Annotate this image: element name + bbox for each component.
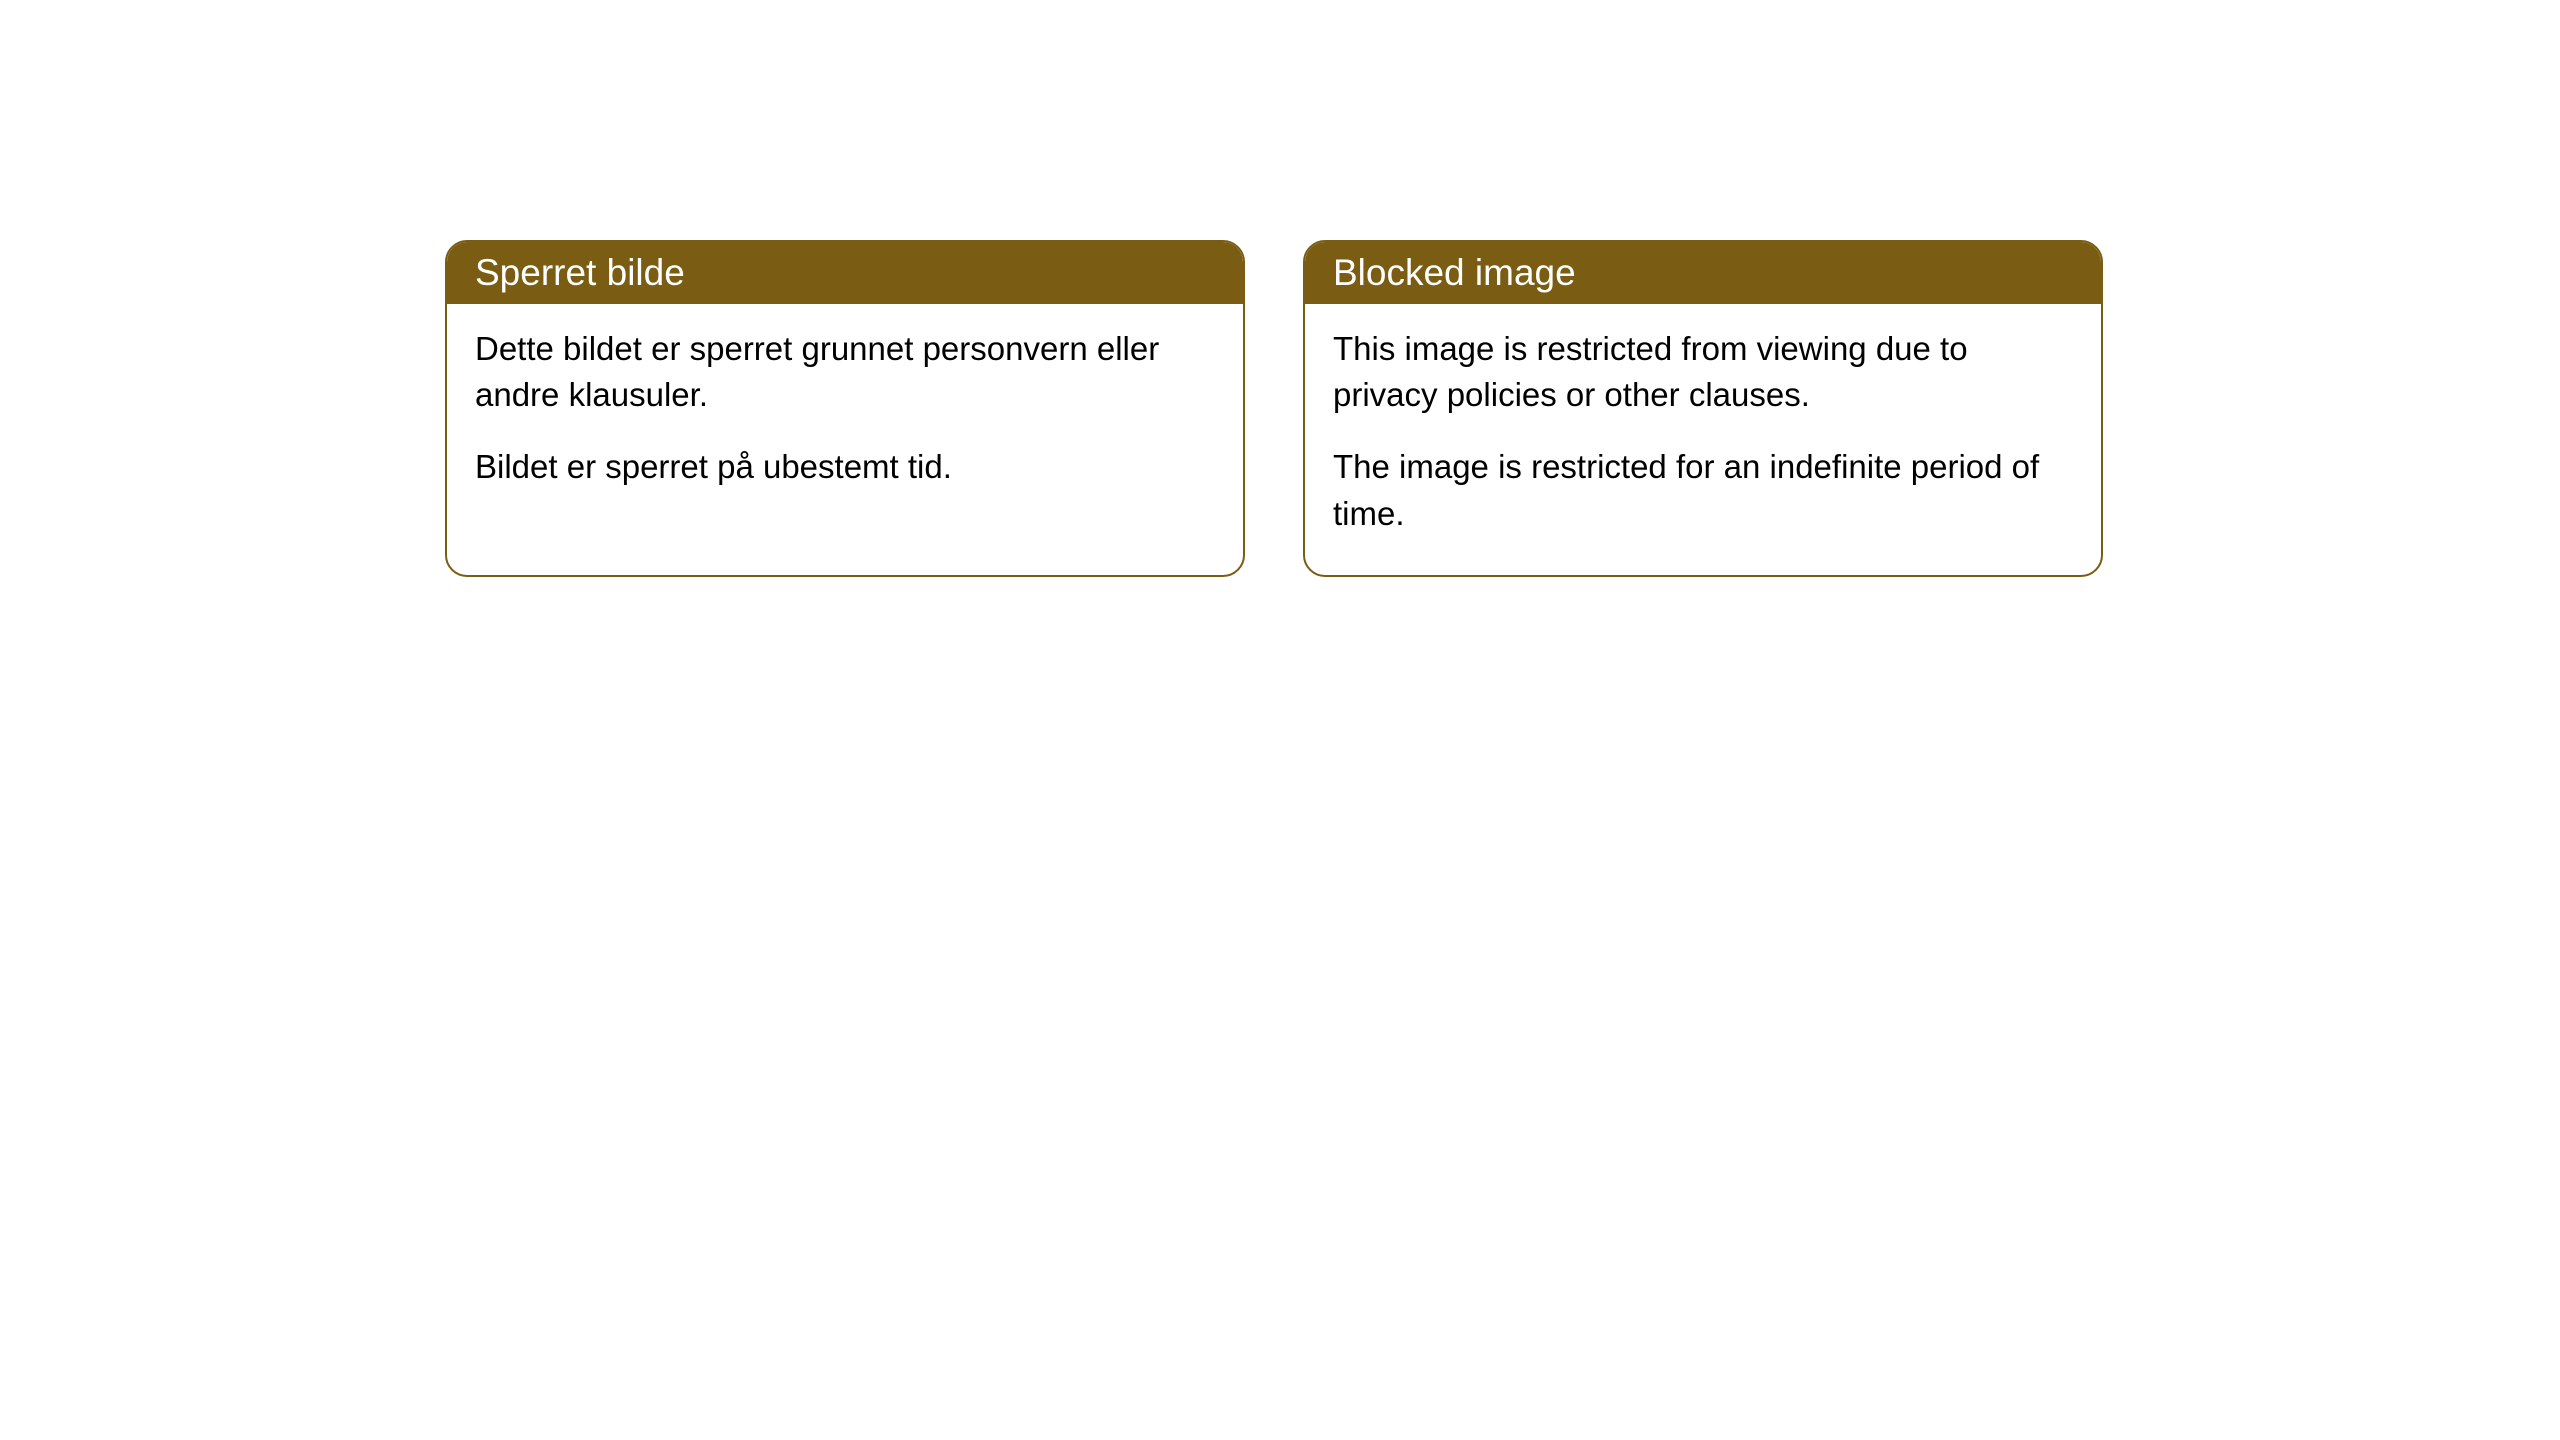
card-paragraph-1-norwegian: Dette bildet er sperret grunnet personve… (475, 326, 1215, 418)
card-norwegian: Sperret bilde Dette bildet er sperret gr… (445, 240, 1245, 577)
card-body-norwegian: Dette bildet er sperret grunnet personve… (447, 304, 1243, 529)
card-paragraph-2-english: The image is restricted for an indefinit… (1333, 444, 2073, 536)
card-body-english: This image is restricted from viewing du… (1305, 304, 2101, 575)
card-header-english: Blocked image (1305, 242, 2101, 304)
card-paragraph-2-norwegian: Bildet er sperret på ubestemt tid. (475, 444, 1215, 490)
cards-container: Sperret bilde Dette bildet er sperret gr… (445, 240, 2560, 577)
card-paragraph-1-english: This image is restricted from viewing du… (1333, 326, 2073, 418)
card-english: Blocked image This image is restricted f… (1303, 240, 2103, 577)
card-header-norwegian: Sperret bilde (447, 242, 1243, 304)
